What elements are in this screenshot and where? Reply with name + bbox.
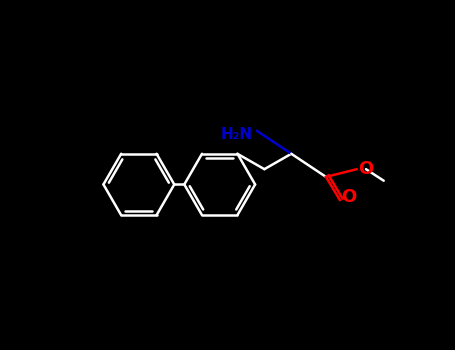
Text: H₂N: H₂N: [221, 127, 253, 142]
Text: O: O: [359, 160, 374, 178]
Text: O: O: [341, 188, 357, 206]
